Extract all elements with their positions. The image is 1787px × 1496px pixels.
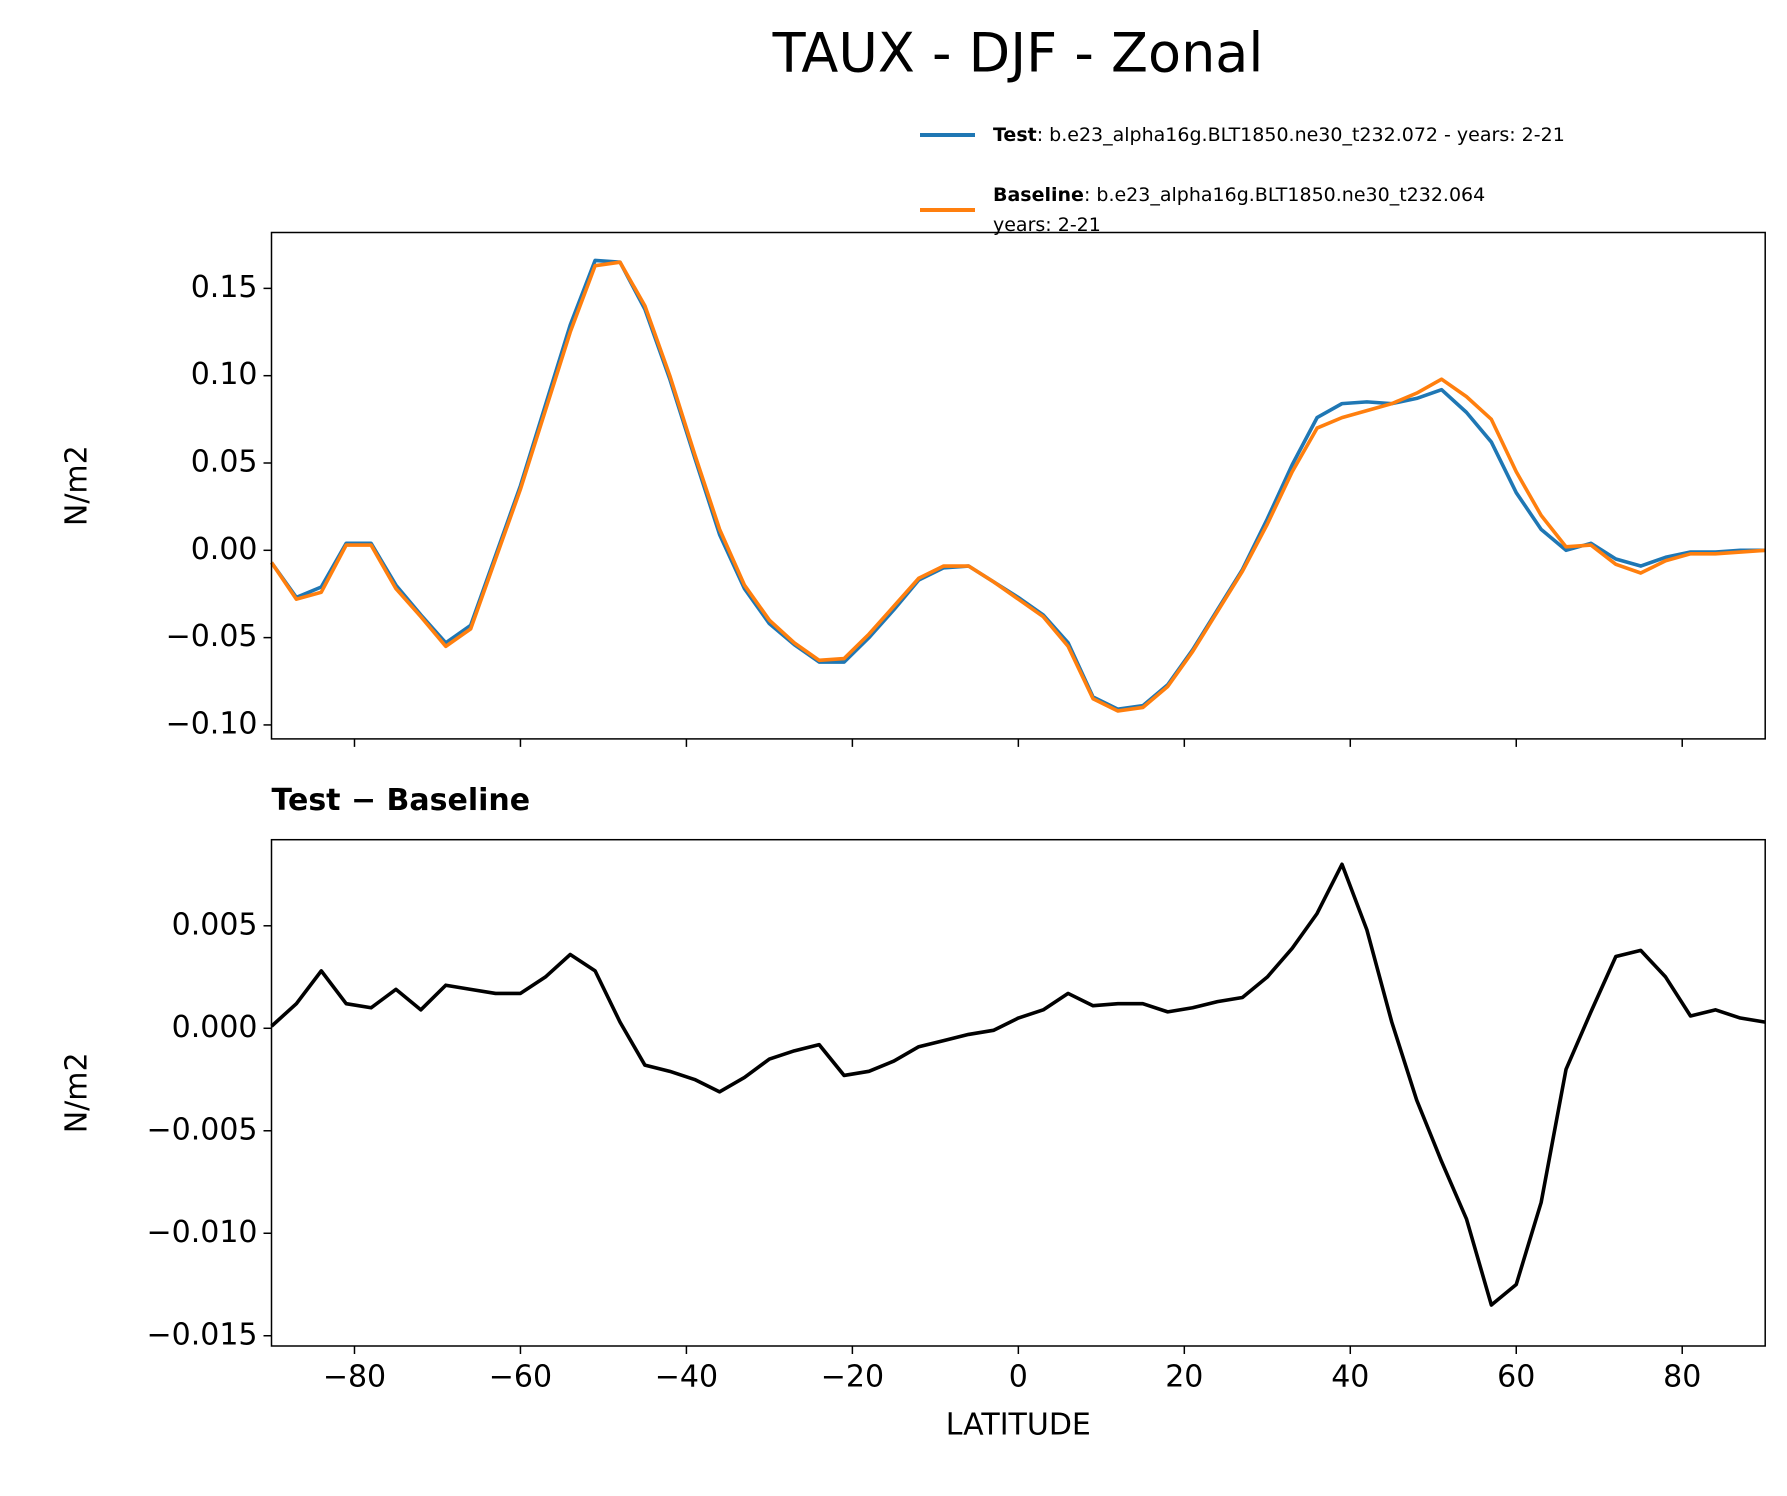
legend-label: Baseline: b.e23_alpha16g.BLT1850.ne30_t2…	[993, 184, 1485, 236]
y-tick-label: −0.015	[146, 1317, 257, 1352]
x-tick-label: 60	[1497, 1360, 1535, 1395]
y-tick-label: 0.05	[191, 444, 258, 479]
figure-title: TAUX - DJF - Zonal	[772, 22, 1264, 85]
y-tick-label: 0.005	[172, 907, 258, 942]
x-tick-label: 40	[1331, 1360, 1369, 1395]
legend-detail: : b.e23_alpha16g.BLT1850.ne30_t232.064	[1084, 184, 1485, 206]
x-tick-label: 20	[1165, 1360, 1203, 1395]
y-tick-label: −0.05	[166, 619, 258, 654]
x-tick-label: −60	[489, 1360, 552, 1395]
x-tick-label: 0	[1009, 1360, 1028, 1395]
legend-name: Test	[993, 124, 1037, 146]
legend-detail: years: 2-21	[993, 214, 1101, 236]
y-tick-label: −0.005	[146, 1112, 257, 1147]
x-tick-label: −80	[323, 1360, 386, 1395]
plot-frame	[270, 231, 1766, 740]
x-tick-label: 80	[1663, 1360, 1701, 1395]
y-axis-label: N/m2	[60, 1052, 95, 1133]
legend-label: Test: b.e23_alpha16g.BLT1850.ne30_t232.0…	[993, 124, 1565, 146]
plot-frame	[270, 838, 1766, 1347]
legend-name: Baseline	[993, 184, 1084, 206]
y-tick-label: −0.010	[146, 1215, 257, 1250]
x-tick-label: −20	[821, 1360, 884, 1395]
y-axis-label: N/m2	[60, 445, 95, 526]
y-tick-label: 0.000	[172, 1010, 258, 1045]
y-tick-label: 0.15	[191, 270, 258, 305]
data-line	[270, 260, 1766, 713]
x-axis-label: LATITUDE	[946, 1408, 1091, 1443]
y-tick-label: −0.10	[166, 706, 258, 741]
data-line	[270, 258, 1766, 712]
y-tick-label: 0.00	[191, 532, 258, 567]
y-tick-label: 0.10	[191, 357, 258, 392]
data-line	[270, 862, 1766, 1307]
axes-title: Test − Baseline	[272, 783, 531, 818]
x-tick-label: −40	[655, 1360, 718, 1395]
legend-detail: : b.e23_alpha16g.BLT1850.ne30_t232.072 -…	[1037, 124, 1565, 146]
